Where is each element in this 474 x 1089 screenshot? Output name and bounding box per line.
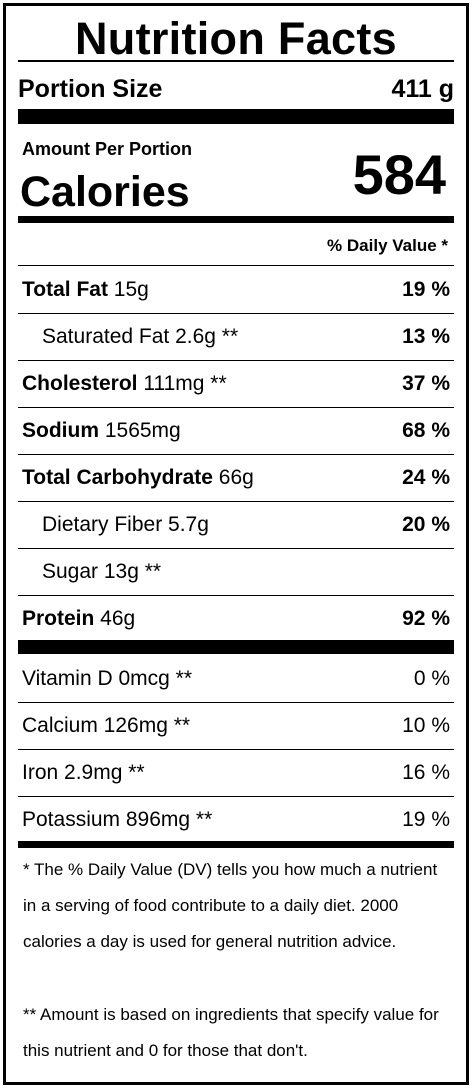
nutrient-name: Saturated Fat 2.6g ** (42, 325, 239, 348)
nutrient-amount: 111mg ** (137, 372, 227, 395)
nutrient-name: Protein (22, 607, 95, 630)
daily-value-header: % Daily Value * (327, 236, 448, 255)
nutrient-row-total-carbohydrate: Total Carbohydrate 66g 24 % (18, 455, 454, 501)
nutrient-amount: 15g (107, 278, 149, 301)
nutrient-name: Cholesterol (22, 372, 138, 395)
divider (18, 60, 454, 62)
divider (18, 749, 454, 750)
vitamin-row-vitamin-d: Vitamin D 0mcg ** 0 % (18, 656, 454, 702)
nutrient-dv: 92 % (402, 607, 450, 630)
nutrient-amount: 1565mg (99, 419, 181, 442)
nutrient-dv: 37 % (402, 372, 450, 395)
vitamin-row-calcium: Calcium 126mg ** 10 % (18, 703, 454, 749)
portion-label: Portion Size (18, 74, 163, 103)
vitamin-name: Potassium 896mg ** (22, 808, 213, 831)
nutrient-dv: 24 % (402, 466, 450, 489)
nutrient-name: Sugar 13g ** (42, 560, 162, 583)
divider (18, 702, 454, 703)
vitamin-dv: 0 % (413, 667, 450, 690)
nutrient-dv: 19 % (402, 278, 450, 301)
nutrient-row-total-fat: Total Fat 15g 19 % (18, 267, 454, 313)
divider (18, 265, 454, 266)
nutrient-name: Total Carbohydrate (22, 466, 213, 489)
divider (18, 360, 454, 361)
vitamin-dv: 16 % (402, 761, 450, 784)
nutrient-row-saturated-fat: Saturated Fat 2.6g ** 13 % (18, 314, 454, 360)
nutrient-dv: 68 % (402, 419, 450, 442)
nutrient-dv: 13 % (402, 325, 450, 348)
vitamin-name: Calcium 126mg ** (22, 714, 191, 737)
vitamin-row-iron: Iron 2.9mg ** 16 % (18, 750, 454, 796)
footnote-amount: ** Amount is based on ingredients that s… (23, 1005, 439, 1060)
divider (18, 501, 454, 502)
divider (18, 796, 454, 797)
thick-divider (18, 109, 454, 124)
calories-label: Calories (20, 168, 190, 216)
portion-value: 411 g (391, 74, 454, 103)
footnote-daily-value: * The % Daily Value (DV) tells you how m… (23, 860, 438, 951)
nutrient-name: Total Fat (22, 278, 108, 301)
nutrient-name: Sodium (22, 419, 99, 442)
nutrient-amount: 66g (212, 466, 254, 489)
thick-divider (18, 640, 454, 654)
nutrient-row-sodium: Sodium 1565mg 68 % (18, 408, 454, 454)
divider (18, 313, 454, 314)
divider (18, 548, 454, 549)
nutrient-name: Dietary Fiber 5.7g (42, 513, 209, 536)
vitamin-dv: 19 % (402, 808, 450, 831)
medium-divider (18, 841, 454, 848)
calories-value: 584 (352, 143, 446, 206)
nutrient-dv: 20 % (402, 513, 450, 536)
nutrient-row-cholesterol: Cholesterol 111mg ** 37 % (18, 361, 454, 407)
vitamin-name: Vitamin D 0mcg ** (22, 667, 193, 690)
nutrition-label: Nutrition Facts Portion Size 411 g Amoun… (3, 3, 469, 1085)
nutrient-amount: 46g (94, 607, 136, 630)
vitamin-name: Iron 2.9mg ** (22, 761, 145, 784)
divider (18, 595, 454, 596)
nutrient-row-protein: Protein 46g 92 % (18, 596, 454, 642)
divider (18, 407, 454, 408)
label-title: Nutrition Facts (74, 13, 397, 64)
vitamin-dv: 10 % (402, 714, 450, 737)
portion-row: Portion Size 411 g (18, 69, 454, 109)
amount-per-portion: Amount Per Portion (22, 139, 192, 159)
nutrient-row-sugar: Sugar 13g ** (18, 549, 454, 595)
medium-divider (18, 216, 454, 223)
nutrient-row-dietary-fiber: Dietary Fiber 5.7g 20 % (18, 502, 454, 548)
divider (18, 454, 454, 455)
vitamin-row-potassium: Potassium 896mg ** 19 % (18, 797, 454, 843)
